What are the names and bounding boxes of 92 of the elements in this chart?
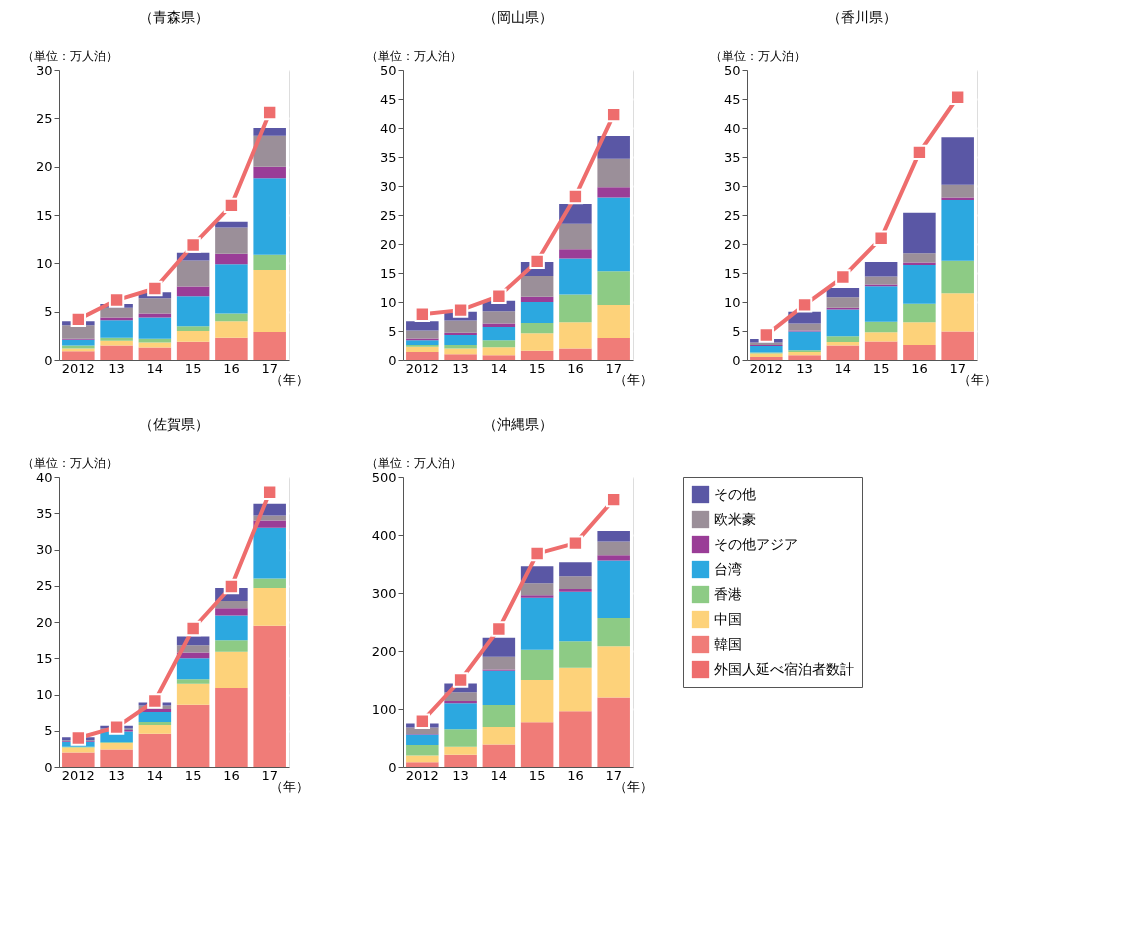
legend-label: 中国 bbox=[714, 610, 742, 627]
x-tick-label: 2012 bbox=[405, 360, 439, 376]
y-tick-label: 10 bbox=[723, 294, 741, 310]
y-tick-label: 30 bbox=[379, 178, 397, 194]
y-tick-label: 200 bbox=[371, 643, 397, 659]
x-tick-label: 13 bbox=[796, 360, 813, 376]
y-tick-label: 30 bbox=[35, 62, 53, 78]
x-tick-label: 16 bbox=[567, 360, 584, 376]
y-tick-label: 45 bbox=[379, 91, 397, 107]
y-tick-label: 15 bbox=[35, 207, 53, 223]
x-tick-label: 17 bbox=[949, 360, 966, 376]
x-tick-label: 14 bbox=[146, 767, 164, 783]
y-tick-label: 5 bbox=[732, 323, 741, 339]
legend-label: 台湾 bbox=[714, 560, 742, 577]
x-tick-label: 17 bbox=[261, 360, 278, 376]
x-tick-label: 17 bbox=[261, 767, 278, 783]
chart-title: （沖縄県） bbox=[483, 416, 553, 432]
x-tick-label: 2012 bbox=[749, 360, 783, 376]
y-tick-label: 0 bbox=[388, 759, 397, 775]
x-tick-label: 16 bbox=[567, 767, 584, 783]
y-tick-label: 15 bbox=[723, 265, 741, 281]
y-tick-label: 5 bbox=[388, 323, 397, 339]
x-tick-label: 13 bbox=[108, 767, 125, 783]
x-tick-label: 15 bbox=[184, 360, 202, 376]
x-tick-label: 16 bbox=[223, 767, 240, 783]
y-axis-title: （単位：万人泊） bbox=[709, 48, 806, 63]
x-tick-label: 16 bbox=[223, 360, 240, 376]
y-tick-label: 10 bbox=[35, 255, 53, 271]
y-tick-label: 35 bbox=[379, 149, 397, 165]
x-tick-label: 15 bbox=[528, 767, 546, 783]
y-axis-title: （単位：万人泊） bbox=[21, 455, 118, 470]
x-tick-label: 2012 bbox=[405, 767, 439, 783]
y-axis-title: （単位：万人泊） bbox=[21, 48, 118, 63]
x-tick-label: 17 bbox=[605, 767, 622, 783]
x-tick-label: 13 bbox=[452, 360, 469, 376]
y-tick-label: 35 bbox=[723, 149, 741, 165]
y-tick-label: 25 bbox=[723, 207, 741, 223]
chart-title: （香川県） bbox=[827, 9, 897, 25]
y-tick-label: 25 bbox=[35, 578, 53, 594]
y-tick-label: 25 bbox=[35, 110, 53, 126]
y-tick-label: 40 bbox=[379, 120, 397, 136]
x-tick-label: 15 bbox=[872, 360, 890, 376]
y-tick-label: 30 bbox=[35, 542, 53, 557]
x-tick-label: 2012 bbox=[61, 360, 95, 376]
y-tick-label: 35 bbox=[35, 505, 53, 521]
y-tick-label: 100 bbox=[371, 701, 397, 717]
y-tick-label: 20 bbox=[379, 236, 397, 252]
y-tick-label: 15 bbox=[35, 650, 53, 666]
y-tick-label: 300 bbox=[371, 585, 397, 601]
legend-label: その他 bbox=[714, 485, 756, 502]
legend-label: 韓国 bbox=[714, 635, 742, 652]
chart-title: （佐賀県） bbox=[139, 416, 209, 432]
y-tick-label: 400 bbox=[371, 527, 397, 543]
y-tick-label: 0 bbox=[388, 352, 397, 368]
y-tick-label: 0 bbox=[44, 759, 53, 775]
x-tick-label: 15 bbox=[528, 360, 546, 376]
x-tick-label: 14 bbox=[146, 360, 164, 376]
y-tick-label: 0 bbox=[732, 352, 741, 368]
x-tick-label: 14 bbox=[490, 360, 508, 376]
x-tick-label: 13 bbox=[452, 767, 469, 783]
y-tick-label: 5 bbox=[44, 304, 53, 320]
y-tick-label: 10 bbox=[35, 687, 53, 702]
y-axis-title: （単位：万人泊） bbox=[365, 455, 462, 470]
x-tick-label: 17 bbox=[605, 360, 622, 376]
legend-label: 欧米豪 bbox=[714, 510, 756, 527]
x-tick-label: 14 bbox=[490, 767, 508, 783]
x-tick-label: 16 bbox=[911, 360, 928, 376]
y-tick-label: 10 bbox=[379, 294, 397, 310]
legend-label: その他アジア bbox=[714, 535, 798, 552]
y-tick-label: 20 bbox=[35, 614, 53, 630]
legend-label: 外国人延べ宿泊者数計 bbox=[714, 660, 854, 677]
y-tick-label: 40 bbox=[35, 469, 53, 485]
y-tick-label: 50 bbox=[379, 62, 397, 78]
y-tick-label: 50 bbox=[723, 62, 741, 78]
chart-title: （青森県） bbox=[139, 9, 209, 25]
y-tick-label: 30 bbox=[723, 178, 741, 194]
x-tick-label: 14 bbox=[834, 360, 852, 376]
x-tick-label: 15 bbox=[184, 767, 202, 783]
y-tick-label: 20 bbox=[723, 236, 741, 252]
y-tick-label: 40 bbox=[723, 120, 741, 136]
y-tick-label: 0 bbox=[44, 352, 53, 368]
y-axis-title: （単位：万人泊） bbox=[365, 48, 462, 63]
y-tick-label: 15 bbox=[379, 265, 397, 281]
y-tick-label: 25 bbox=[379, 207, 397, 223]
y-tick-label: 500 bbox=[371, 469, 397, 485]
x-tick-label: 2012 bbox=[61, 767, 95, 783]
y-tick-label: 5 bbox=[44, 723, 53, 739]
legend-label: 香港 bbox=[714, 585, 742, 602]
x-tick-label: 13 bbox=[108, 360, 125, 376]
chart-title: （岡山県） bbox=[483, 9, 553, 25]
y-tick-label: 20 bbox=[35, 159, 53, 175]
y-tick-label: 45 bbox=[723, 91, 741, 107]
